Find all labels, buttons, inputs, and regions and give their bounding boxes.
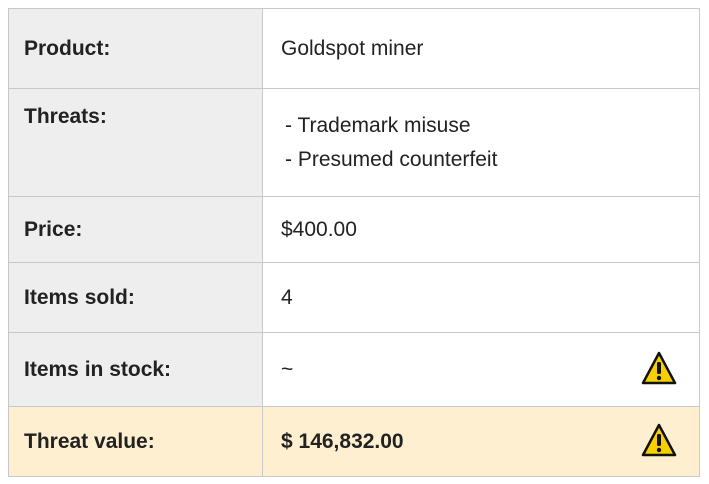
label: Threat value: (8, 406, 263, 477)
value: 4 (262, 262, 700, 333)
label: Threats: (8, 88, 263, 197)
value-text: $ 146,832.00 (281, 429, 404, 453)
value: Goldspot miner (262, 8, 700, 89)
threat: - Trademark misuse (285, 113, 471, 137)
row: Product: Goldspot miner (8, 8, 700, 89)
warning-icon (641, 351, 677, 384)
value: $400.00 (262, 196, 700, 263)
row: Threat value: $ 146,832.00 (8, 406, 700, 477)
value: $ 146,832.00 (262, 406, 700, 477)
label: Items in stock: (8, 332, 263, 407)
row: Threats: - Trademark misuse - Presumed c… (8, 88, 700, 197)
row: Items sold: 4 (8, 262, 700, 333)
threat: - Presumed counterfeit (285, 147, 498, 171)
value: ~ (262, 332, 700, 407)
value-text: ~ (281, 357, 294, 381)
label: Items sold: (8, 262, 263, 333)
label: Price: (8, 196, 263, 263)
value: - Trademark misuse - Presumed counterfei… (262, 88, 700, 197)
warning-icon (641, 423, 677, 456)
row: Items in stock: ~ (8, 332, 700, 407)
label: Product: (8, 8, 263, 89)
info-table: Product: Goldspot miner Threats: - Trade… (8, 8, 700, 477)
row: Price: $400.00 (8, 196, 700, 263)
